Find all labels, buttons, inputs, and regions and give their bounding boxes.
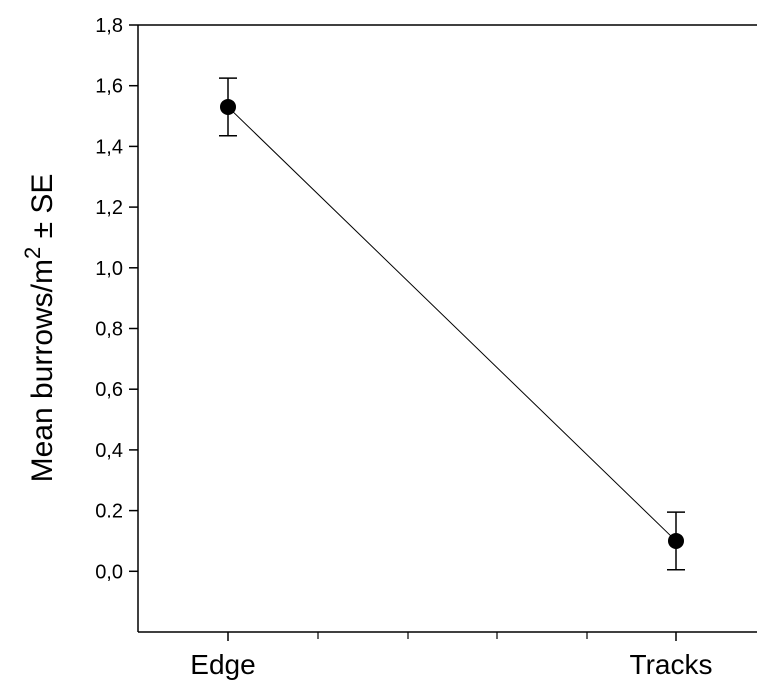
y-tick-label: 0,8 — [95, 319, 123, 341]
y-axis-title-superscript: 2 — [20, 247, 45, 259]
y-axis-title-main: Mean burrows/m — [26, 259, 59, 482]
y-tick-label: 0.2 — [95, 501, 123, 523]
x-category-label: Tracks — [630, 649, 713, 680]
x-ticks: Edge Tracks — [190, 632, 712, 680]
y-axis-title: Mean burrows/m2 ± SE — [20, 174, 59, 483]
series-line — [227, 106, 677, 542]
y-tick-label: 1,6 — [95, 76, 123, 98]
y-tick-label: 0,0 — [95, 561, 123, 583]
y-tick-label: 1,2 — [95, 197, 123, 219]
y-axis-title-suffix: ± SE — [26, 174, 59, 247]
plot-frame — [137, 24, 757, 633]
y-ticks: 0,0 0.2 0,4 0,6 0,8 1,0 1,2 1,4 1,6 1,8 — [95, 15, 138, 583]
y-tick-label: 0,6 — [95, 379, 123, 401]
y-tick-label: 1,0 — [95, 258, 123, 280]
y-tick-label: 0,4 — [95, 440, 123, 462]
series-layer — [219, 77, 685, 571]
data-point — [668, 532, 684, 549]
y-tick-label: 1,4 — [95, 136, 123, 158]
y-tick-label: 1,8 — [95, 15, 123, 37]
x-category-label: Edge — [190, 649, 255, 680]
data-point — [220, 98, 236, 115]
